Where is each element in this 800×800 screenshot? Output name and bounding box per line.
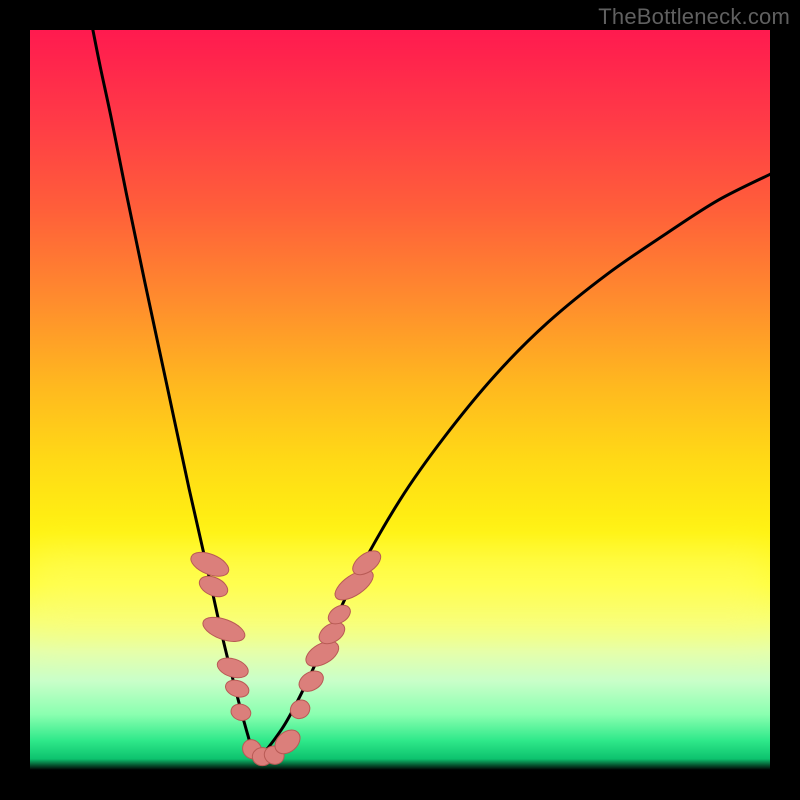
bottleneck-chart <box>0 0 800 800</box>
chart-frame: TheBottleneck.com <box>0 0 800 800</box>
gradient-background <box>30 30 770 770</box>
watermark-text: TheBottleneck.com <box>598 4 790 30</box>
glow-band <box>30 548 770 637</box>
